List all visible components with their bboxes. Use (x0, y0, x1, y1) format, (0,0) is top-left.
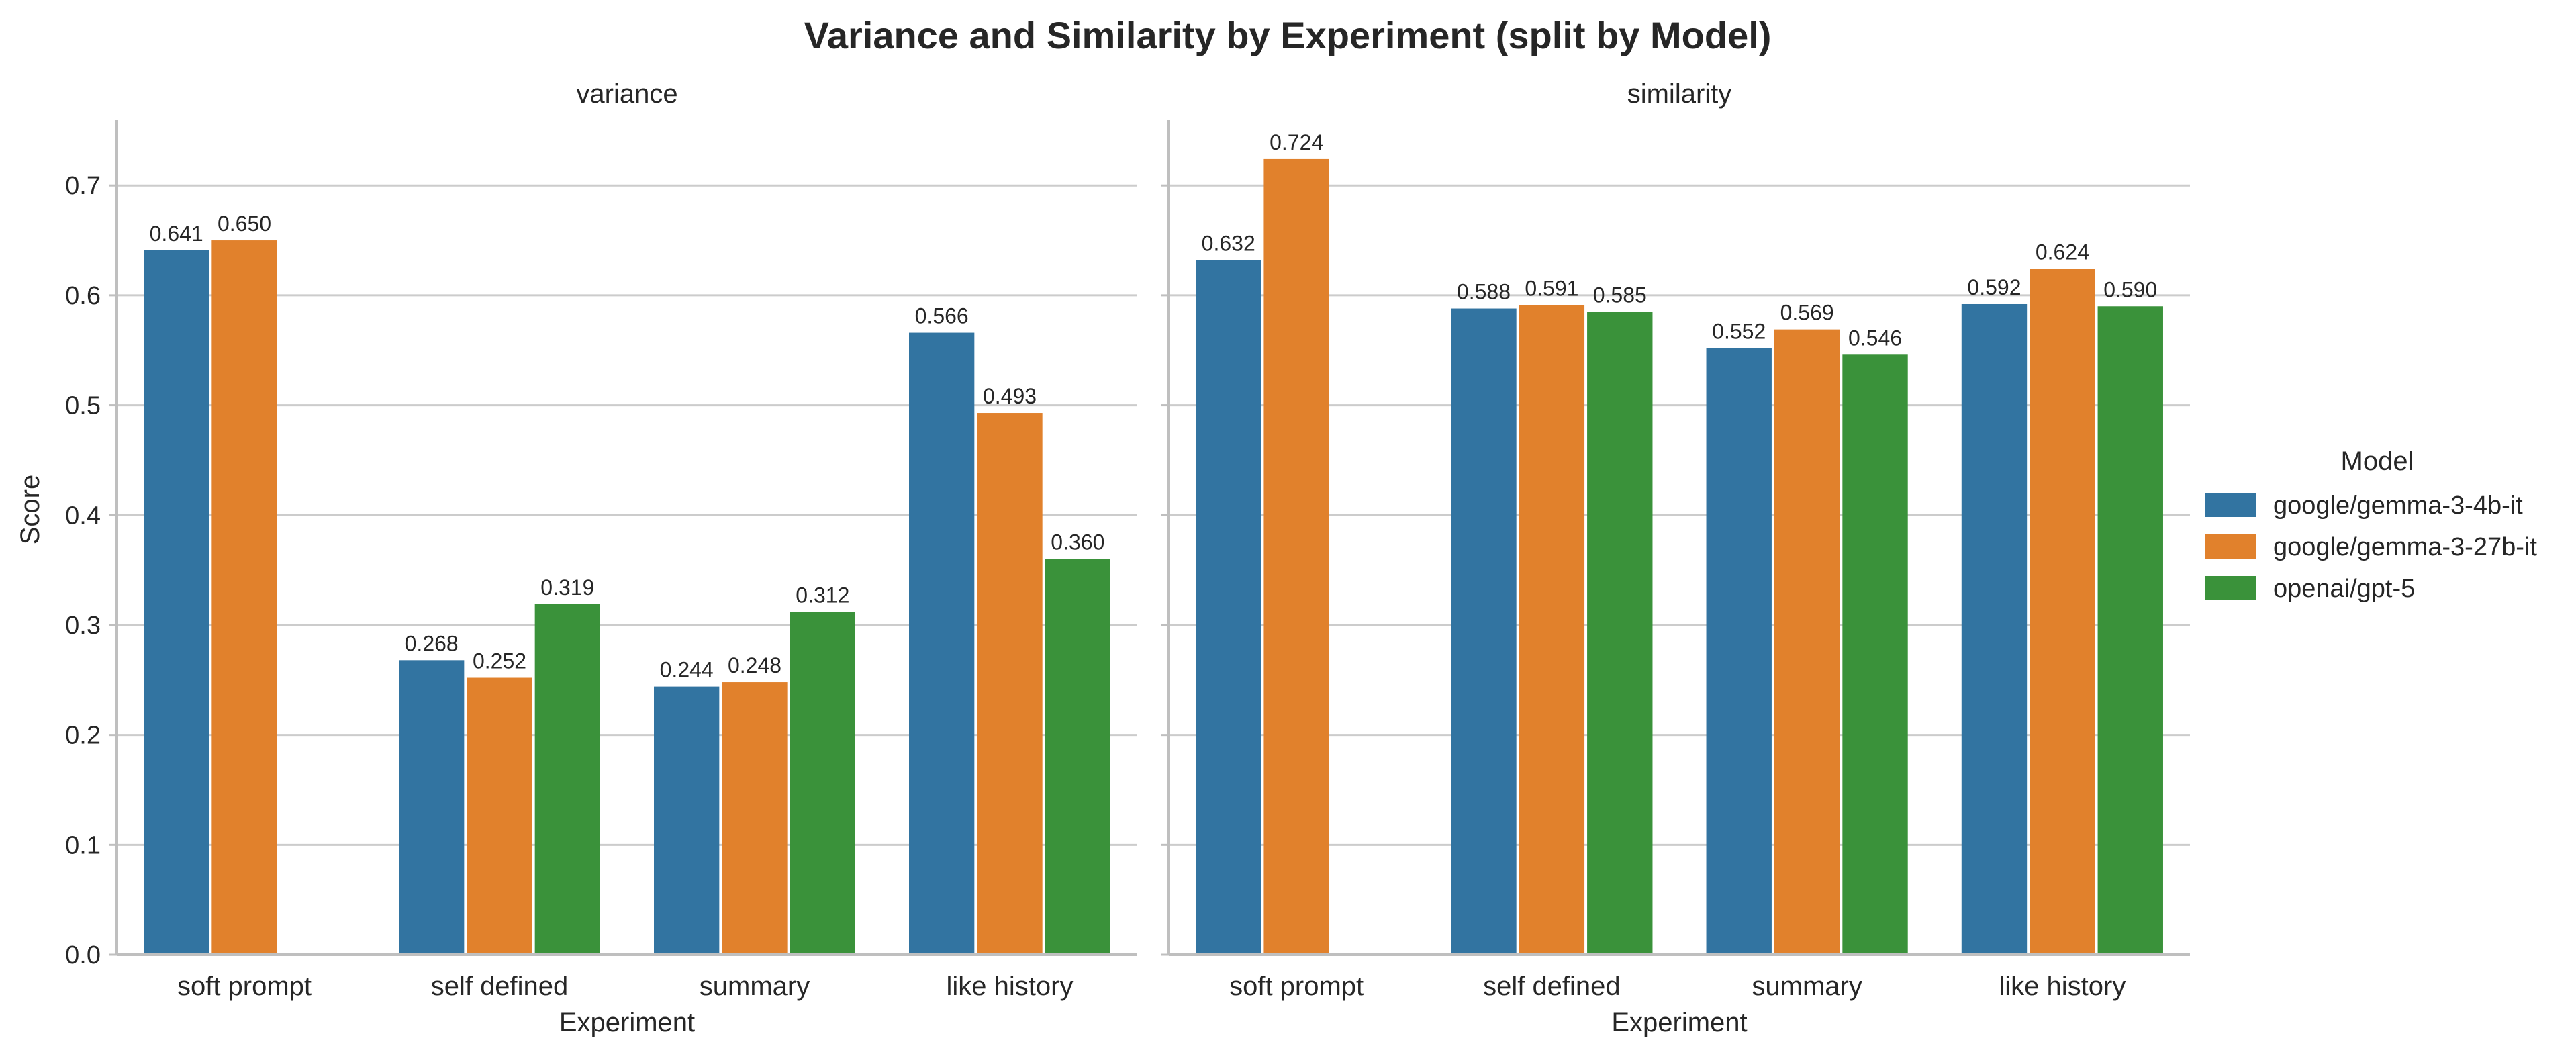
bar-value-label: 0.590 (2103, 277, 2157, 301)
y-tick-label: 0.3 (65, 612, 101, 640)
panel-variance: 0.641 0.268 0.244 0.566 0.650 0.252 0.248 0.493… (65, 79, 1137, 1037)
x-tick-label: soft prompt (1229, 972, 1364, 1001)
x-tick-label: soft prompt (177, 972, 312, 1001)
bar-variance-summary-google-gemma-3-4b-it (654, 686, 720, 955)
bar-value-label: 0.591 (1525, 277, 1578, 301)
bar-variance-soft-prompt-google-gemma-3-27b-it (211, 240, 277, 955)
bar-value-label: 0.244 (660, 658, 714, 682)
x-tick-label: summary (700, 972, 810, 1001)
bar-variance-like-history-google-gemma-3-27b-it (977, 413, 1043, 955)
bar-variance-self-defined-google-gemma-3-4b-it (399, 660, 465, 955)
panel-similarity: 0.632 0.588 0.552 0.592 0.724 0.591 0.569 0.624… (1161, 79, 2190, 1037)
legend-label-google-gemma-3-4b-it: google/gemma-3-4b-it (2273, 491, 2523, 520)
panel-title: variance (576, 79, 677, 109)
x-tick-label: summary (1752, 972, 1862, 1001)
bar-value-label: 0.546 (1848, 326, 1902, 350)
y-tick-label: 0.7 (65, 172, 101, 200)
bar-value-label: 0.268 (405, 631, 459, 655)
bar-value-label: 0.319 (540, 575, 594, 600)
bar-value-label: 0.585 (1593, 283, 1647, 307)
chart-title: Variance and Similarity by Experiment (s… (804, 14, 1772, 56)
bar-similarity-self-defined-openai-gpt-5 (1587, 312, 1653, 955)
bar-value-label: 0.592 (1967, 275, 2021, 299)
bar-value-label: 0.650 (218, 211, 271, 236)
legend-items: google/gemma-3-4b-it google/gemma-3-27b-i… (2205, 491, 2537, 603)
bar-value-label: 0.588 (1457, 280, 1511, 304)
chart-panels: 0.641 0.268 0.244 0.566 0.650 0.252 0.248 0.493… (65, 79, 2190, 1037)
bar-similarity-summary-openai-gpt-5 (1842, 354, 1908, 955)
bar-similarity-like-history-google-gemma-3-4b-it (1961, 303, 2028, 955)
bar-value-label: 0.252 (473, 649, 526, 673)
bar-variance-summary-google-gemma-3-27b-it (722, 682, 788, 955)
panel-title: similarity (1627, 79, 1732, 109)
bar-similarity-summary-google-gemma-3-27b-it (1774, 329, 1840, 955)
x-axis-label: Experiment (1611, 1008, 1747, 1037)
y-axis-label: Score (15, 475, 45, 545)
legend-swatch (2205, 493, 2256, 517)
x-tick-label: self defined (431, 972, 569, 1001)
bar-variance-self-defined-openai-gpt-5 (534, 604, 600, 955)
legend-swatch (2205, 534, 2256, 559)
y-tick-label: 0.6 (65, 282, 101, 310)
x-tick-label: like history (947, 972, 1074, 1001)
bar-value-label: 0.552 (1712, 319, 1766, 343)
bar-value-label: 0.641 (150, 222, 203, 246)
bar-value-label: 0.360 (1051, 530, 1104, 555)
bar-similarity-soft-prompt-google-gemma-3-4b-it (1196, 260, 1261, 955)
x-tick-label: like history (1999, 972, 2126, 1001)
x-axis-label: Experiment (559, 1008, 695, 1037)
legend: Model google/gemma-3-4b-itgoogle/gemma-3… (2205, 446, 2537, 603)
bar-variance-like-history-google-gemma-3-4b-it (909, 332, 975, 955)
bar-variance-soft-prompt-google-gemma-3-4b-it (144, 250, 209, 955)
bar-value-label: 0.569 (1780, 301, 1834, 325)
bar-variance-self-defined-google-gemma-3-27b-it (467, 677, 532, 955)
bar-similarity-like-history-openai-gpt-5 (2097, 306, 2163, 955)
legend-swatch (2205, 576, 2256, 600)
y-tick-label: 0.4 (65, 502, 101, 530)
legend-label-openai-gpt-5: openai/gpt-5 (2273, 575, 2415, 603)
bar-value-label: 0.632 (1202, 232, 1255, 256)
bar-value-label: 0.724 (1270, 130, 1323, 154)
bar-variance-like-history-openai-gpt-5 (1045, 559, 1110, 955)
bar-similarity-self-defined-google-gemma-3-4b-it (1451, 308, 1517, 955)
y-tick-label: 0.5 (65, 392, 101, 420)
bar-value-label: 0.493 (983, 384, 1037, 408)
x-tick-label: self defined (1483, 972, 1621, 1001)
bar-value-label: 0.566 (915, 304, 969, 328)
y-tick-label: 0.2 (65, 722, 101, 750)
legend-label-google-gemma-3-27b-it: google/gemma-3-27b-it (2273, 533, 2537, 561)
y-tick-label: 0.0 (65, 941, 101, 969)
bar-variance-summary-openai-gpt-5 (790, 612, 855, 955)
bar-value-label: 0.624 (2036, 240, 2089, 265)
bar-similarity-like-history-google-gemma-3-27b-it (2030, 269, 2095, 955)
legend-title: Model (2341, 446, 2414, 476)
bar-similarity-soft-prompt-google-gemma-3-27b-it (1263, 158, 1329, 955)
bar-similarity-self-defined-google-gemma-3-27b-it (1519, 305, 1585, 955)
bar-value-label: 0.312 (796, 583, 849, 607)
y-tick-label: 0.1 (65, 831, 101, 859)
bar-value-label: 0.248 (728, 653, 781, 677)
bar-similarity-summary-google-gemma-3-4b-it (1706, 348, 1772, 955)
